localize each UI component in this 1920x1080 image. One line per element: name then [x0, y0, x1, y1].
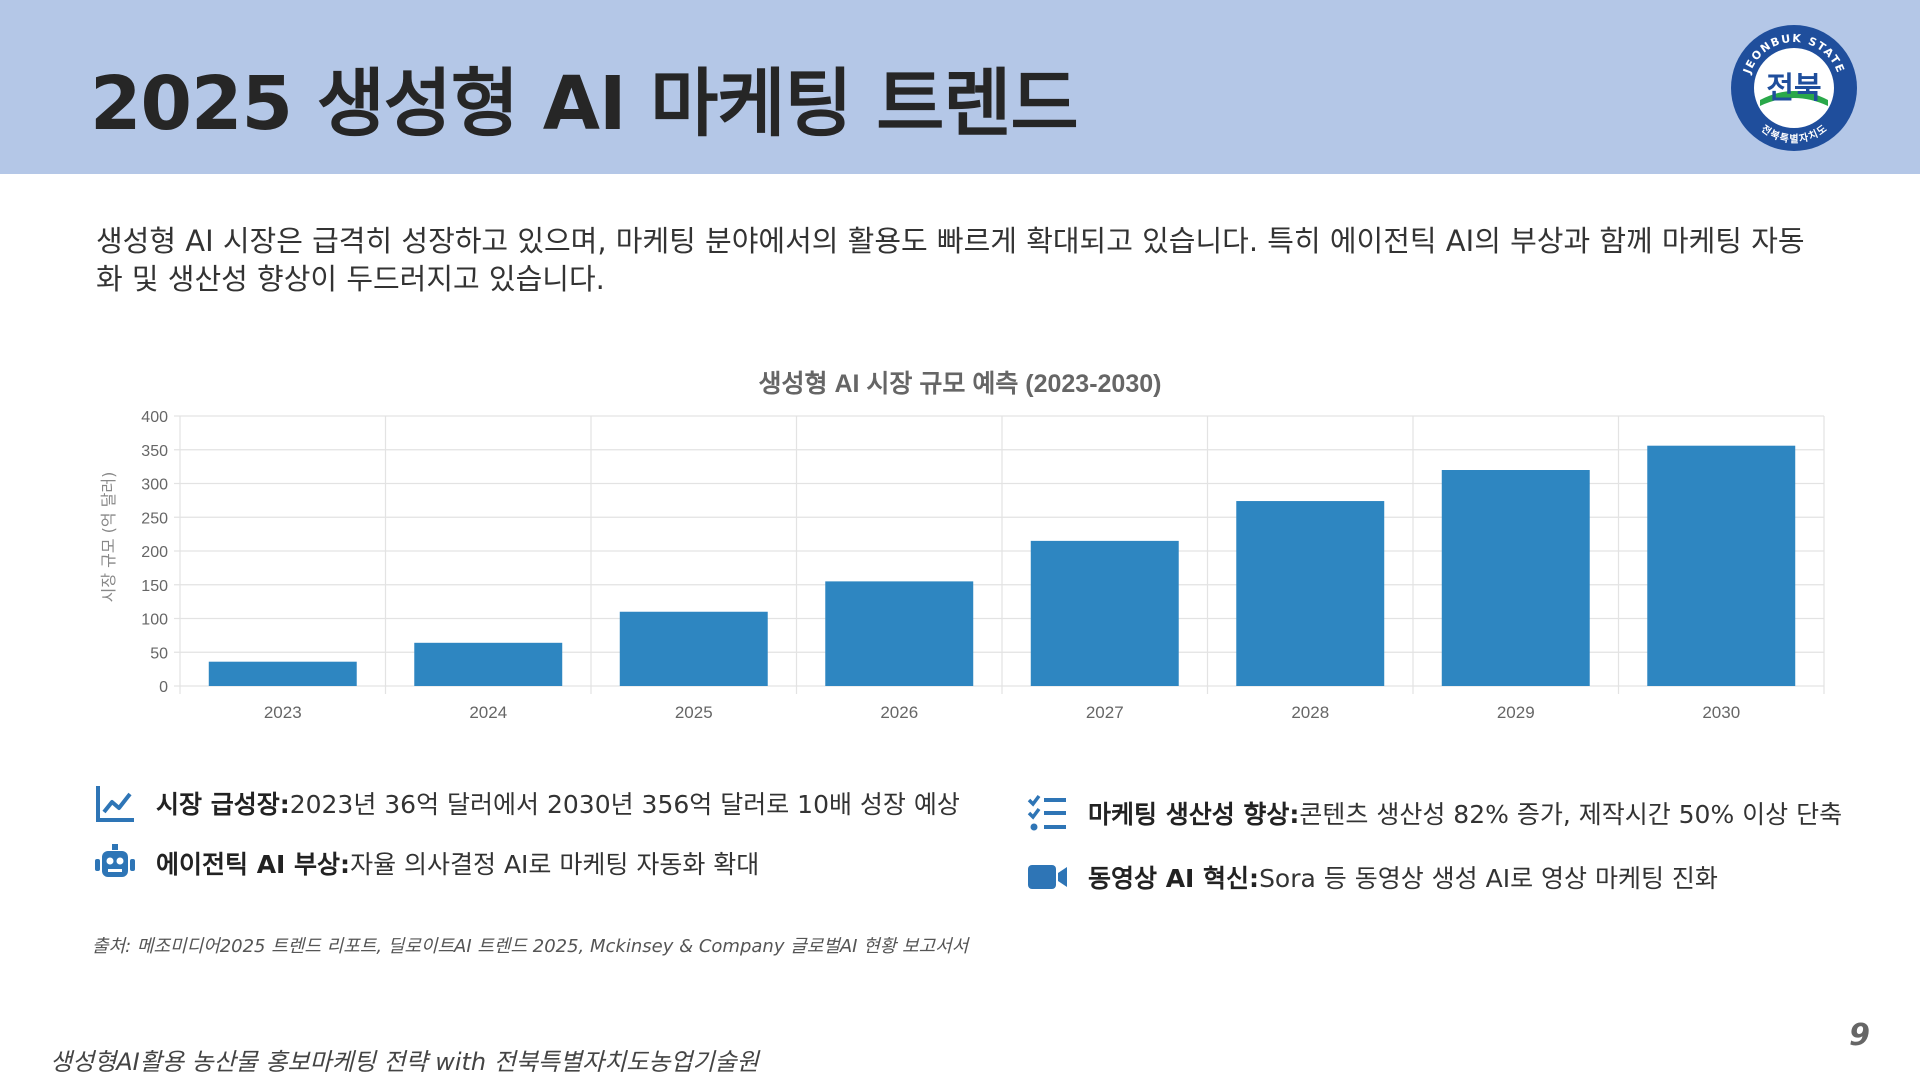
x-tick-label: 2028 [1291, 703, 1329, 722]
chart-bars [208, 445, 1796, 686]
y-tick-label: 0 [159, 679, 168, 696]
chart-y-axis-label: 시장 규모 (억 달러) [99, 472, 118, 603]
x-tick-label: 2023 [264, 703, 302, 722]
footer-text: 생성형AI활용 농산물 홍보마케팅 전략 with 전북특별자치도농업기술원 [50, 1048, 759, 1076]
chart-title: 생성형 AI 시장 규모 예측 (2023-2030) [759, 370, 1162, 398]
bar-2028 [1236, 501, 1385, 686]
source-citation: 출처: 메조미디어2025 트렌드 리포트, 딜로이트AI 트렌드 2025, … [92, 936, 969, 957]
feature-text: 자율 의사결정 AI로 마케팅 자동화 확대 [350, 850, 760, 879]
y-tick-label: 200 [141, 544, 168, 561]
bar-2026 [825, 581, 974, 686]
x-tick-label: 2025 [675, 703, 713, 722]
chart-x-ticks: 2023 2024 2025 2026 2027 2028 2029 2030 [264, 703, 1740, 722]
feature-market-growth: 시장 급성장: 2023년 36억 달러에서 2030년 356억 달러로 10… [94, 782, 960, 824]
feature-video-ai: 동영상 AI 혁신: Sora 등 동영상 생성 AI로 영상 마케팅 진화 [1026, 856, 1718, 898]
y-tick-label: 400 [141, 409, 168, 426]
bar-2029 [1441, 470, 1590, 686]
feature-label: 동영상 AI 혁신: [1088, 864, 1260, 893]
bar-2025 [619, 611, 768, 686]
bar-2030 [1647, 445, 1796, 686]
y-tick-label: 50 [150, 645, 168, 662]
feature-label: 시장 급성장: [156, 790, 290, 819]
robot-icon [95, 844, 135, 877]
bar-2027 [1030, 540, 1179, 686]
feature-text: 2023년 36억 달러에서 2030년 356억 달러로 10배 성장 예상 [289, 790, 960, 819]
y-tick-label: 150 [141, 578, 168, 595]
feature-productivity: 마케팅 생산성 향상: 콘텐츠 생산성 82% 증가, 제작시간 50% 이상 … [1026, 792, 1842, 834]
bar-2023 [208, 661, 357, 686]
feature-label: 에이전틱 AI 부상: [156, 850, 351, 879]
feature-text: Sora 등 동영상 생성 AI로 영상 마케팅 진화 [1259, 864, 1718, 893]
page-title: 2025 생성형 AI 마케팅 트렌드 [90, 61, 1079, 147]
x-tick-label: 2024 [469, 703, 507, 722]
page-number: 9 [1849, 1018, 1870, 1053]
feature-agentic-ai: 에이전틱 AI 부상: 자율 의사결정 AI로 마케팅 자동화 확대 [94, 842, 759, 884]
x-tick-label: 2029 [1497, 703, 1535, 722]
y-tick-label: 350 [141, 443, 168, 460]
x-tick-label: 2027 [1086, 703, 1124, 722]
y-tick-label: 100 [141, 612, 168, 629]
x-tick-label: 2030 [1702, 703, 1740, 722]
chart-line-icon [96, 786, 134, 822]
bar-2024 [414, 642, 563, 686]
intro-paragraph: 생성형 AI 시장은 급격히 성장하고 있으며, 마케팅 분야에서의 활용도 빠… [96, 224, 1805, 296]
logo-main-text: 전북 [1766, 71, 1821, 106]
jeonbuk-logo: JEONBUK STATE 전북특별자치도 전북 [1731, 25, 1857, 151]
chart-y-ticks: 0 50 100 150 200 250 300 350 400 [141, 409, 168, 696]
x-tick-label: 2026 [880, 703, 918, 722]
y-tick-label: 250 [141, 510, 168, 527]
video-camera-icon [1028, 865, 1067, 889]
feature-text: 콘텐츠 생산성 82% 증가, 제작시간 50% 이상 단축 [1299, 800, 1843, 829]
y-tick-label: 300 [141, 477, 168, 494]
title-banner: 2025 생성형 AI 마케팅 트렌드 JEONBUK STATE 전북특별자치… [0, 0, 1920, 174]
checklist-icon [1027, 794, 1066, 831]
feature-label: 마케팅 생산성 향상: [1088, 800, 1300, 829]
market-size-bar-chart: 생성형 AI 시장 규모 예측 (2023-2030) 시장 규모 (억 달러)… [99, 370, 1825, 722]
